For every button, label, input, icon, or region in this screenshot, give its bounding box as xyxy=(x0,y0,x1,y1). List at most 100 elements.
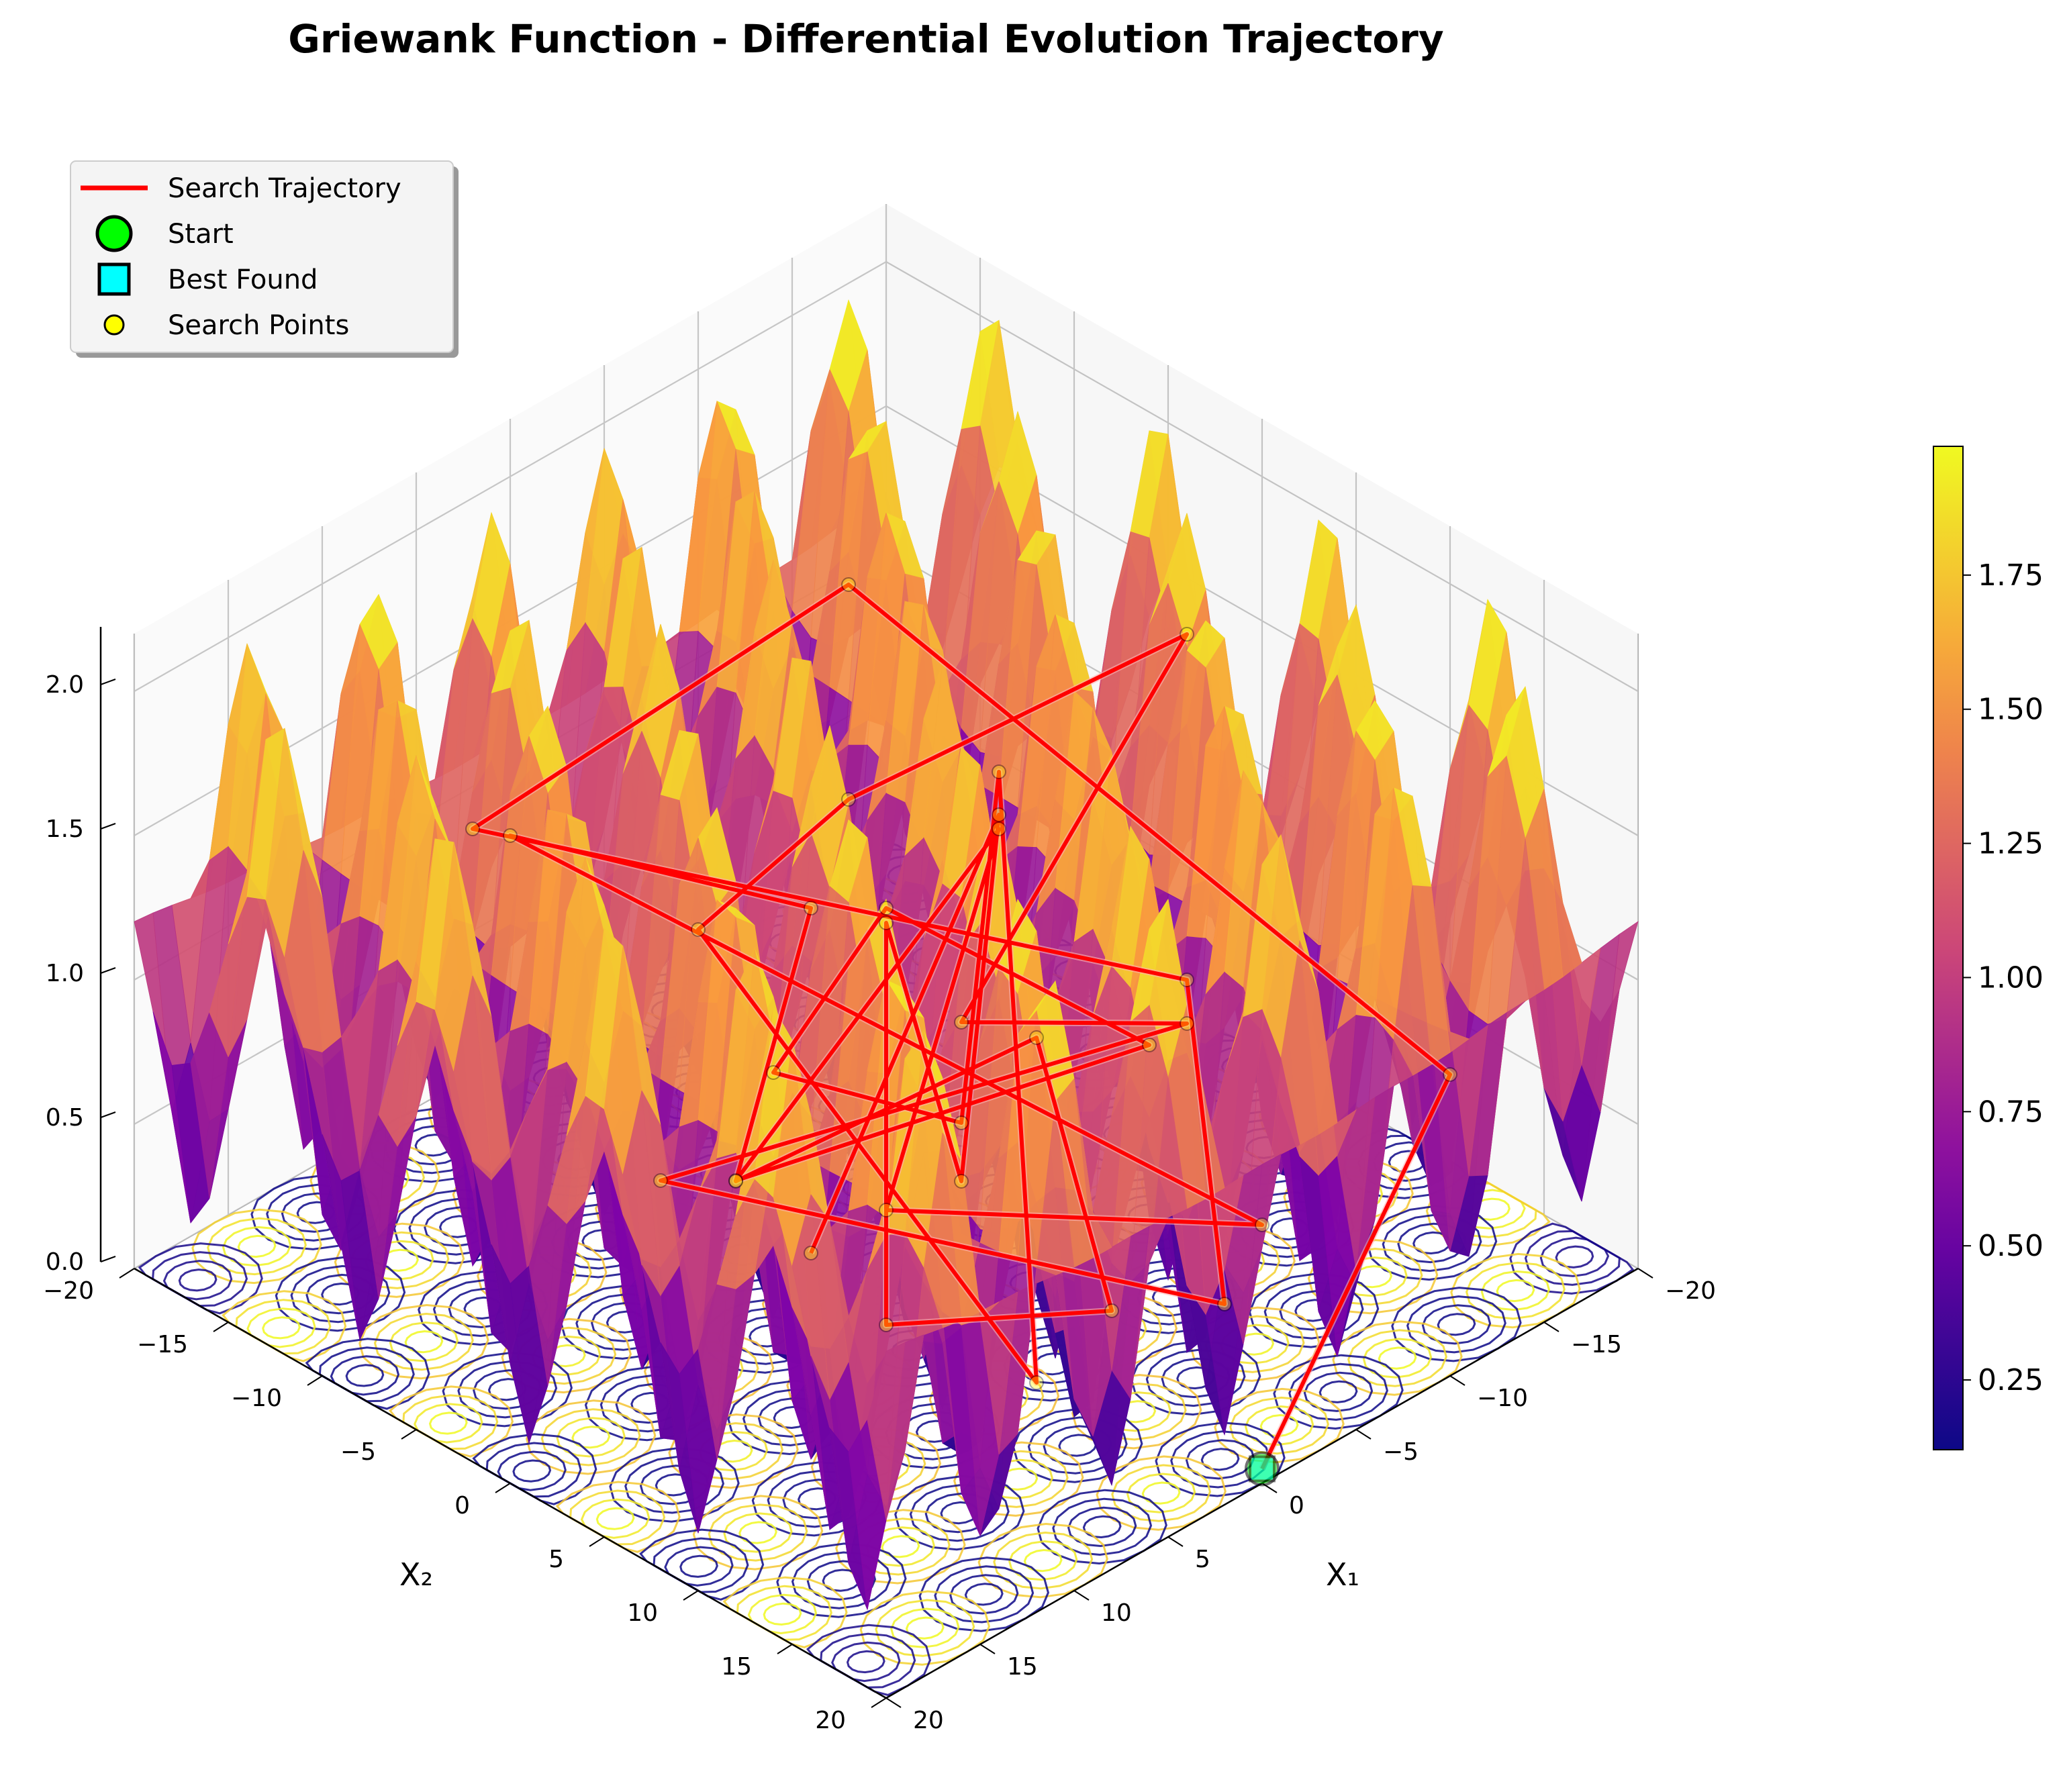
search-point xyxy=(691,922,706,937)
contour-ring xyxy=(389,1321,459,1362)
contour-ring xyxy=(569,1489,666,1546)
contour-ring xyxy=(918,1556,1049,1632)
contour-ring xyxy=(1406,1295,1506,1354)
x-tick-label: 10 xyxy=(1101,1599,1132,1627)
y-tick-label: 15 xyxy=(721,1653,752,1681)
contour-ring xyxy=(404,1330,444,1354)
search-point xyxy=(1029,1030,1044,1045)
y-tick-mark xyxy=(589,1536,605,1547)
y-tick-mark xyxy=(213,1322,229,1332)
contour-ring xyxy=(894,1475,1025,1551)
contour-ring xyxy=(639,1528,765,1601)
contour-ring xyxy=(1023,1548,1063,1573)
contour-ring xyxy=(846,1650,885,1674)
search-point xyxy=(1443,1067,1457,1082)
x-tick-mark xyxy=(1355,1429,1372,1440)
z-tick-mark xyxy=(100,679,116,685)
x-tick-mark xyxy=(1543,1322,1559,1332)
search-point xyxy=(841,792,856,807)
contour-ring xyxy=(222,1290,347,1362)
contour-ring xyxy=(820,1632,916,1689)
contour-ring xyxy=(1037,1489,1167,1565)
search-point xyxy=(1029,1375,1044,1390)
contour-ring xyxy=(905,1616,945,1640)
x-tick-label: 0 xyxy=(1289,1492,1304,1520)
legend-label: Search Trajectory xyxy=(168,173,401,204)
contour-ring xyxy=(1155,1422,1286,1497)
search-point xyxy=(1104,1303,1119,1318)
contour-ring xyxy=(953,1441,1084,1517)
contour-ring xyxy=(1480,1270,1551,1311)
chart-title: Griewank Function - Differential Evoluti… xyxy=(288,16,1443,62)
contour-ring xyxy=(1318,1380,1358,1403)
contour-ring xyxy=(138,1242,263,1315)
z-tick-label: 1.0 xyxy=(46,960,84,987)
ylabel: X₂ xyxy=(399,1556,433,1593)
y-tick-label: 5 xyxy=(548,1546,564,1573)
x-tick-mark xyxy=(1637,1268,1653,1279)
start-marker xyxy=(1245,1451,1280,1487)
contour-ring xyxy=(1058,1434,1098,1457)
search-point xyxy=(879,901,894,915)
colorbar-tick-label: 1.25 xyxy=(1978,827,2044,861)
contour-ring xyxy=(472,1433,597,1505)
contour-ring xyxy=(497,1450,567,1491)
contour-ring xyxy=(1126,1473,1196,1513)
legend: Search Trajectory Start Best Found Search P… xyxy=(70,160,459,358)
contour-ring xyxy=(664,1546,734,1587)
search-point xyxy=(879,1317,894,1332)
contour-ring xyxy=(859,1590,990,1666)
x-tick-label: 15 xyxy=(1007,1653,1038,1681)
x-tick-mark xyxy=(885,1697,902,1708)
contour-ring xyxy=(890,1607,960,1648)
colorbar-tick-label: 0.25 xyxy=(1978,1363,2044,1397)
contour-ring xyxy=(1555,1245,1594,1268)
contour-ring xyxy=(1052,1497,1153,1556)
y-tick-mark xyxy=(777,1644,793,1654)
z-tick-mark xyxy=(100,823,116,830)
legend-circle-swatch xyxy=(95,215,133,252)
contour-ring xyxy=(262,1316,301,1340)
contour-ring xyxy=(722,1576,848,1648)
contour-ring xyxy=(723,1512,793,1553)
grid-line xyxy=(134,260,1639,692)
contour-ring xyxy=(1229,1396,1329,1455)
z-tick-label: 0.5 xyxy=(46,1104,84,1132)
colorbar-tick-label: 1.50 xyxy=(1978,693,2044,727)
contour-ring xyxy=(556,1417,626,1458)
contour-ring xyxy=(580,1498,651,1539)
contour-ring xyxy=(1248,1273,1380,1348)
search-point xyxy=(954,1115,969,1130)
search-point xyxy=(992,807,1006,822)
y-tick-mark xyxy=(871,1697,887,1708)
contour-ring xyxy=(318,1346,415,1403)
contour-ring xyxy=(1259,1413,1299,1438)
contour-ring xyxy=(237,1234,277,1258)
z-tick-mark xyxy=(100,1256,116,1262)
x-tick-label: 20 xyxy=(913,1707,944,1734)
contour-ring xyxy=(1496,1279,1535,1303)
search-point xyxy=(954,1174,969,1189)
contour-ring xyxy=(305,1338,430,1410)
contour-ring xyxy=(222,1226,292,1267)
search-point xyxy=(503,828,518,843)
contour-ring xyxy=(178,1268,218,1292)
search-point xyxy=(804,1246,818,1260)
x-tick-label: 5 xyxy=(1195,1546,1210,1573)
contour-ring xyxy=(1391,1287,1522,1362)
contour-ring xyxy=(389,1385,514,1458)
contour-ring xyxy=(1437,1313,1476,1336)
contour-ring xyxy=(1288,1362,1388,1421)
contour-ring xyxy=(875,1599,975,1657)
contour-ring xyxy=(345,1364,385,1387)
search-point xyxy=(879,1203,894,1217)
contour-ring xyxy=(736,1585,832,1641)
search-point xyxy=(465,822,480,836)
z-tick-label: 2.0 xyxy=(46,671,84,699)
x-tick-mark xyxy=(1167,1536,1184,1547)
x-tick-mark xyxy=(1073,1590,1090,1601)
search-point xyxy=(653,1173,668,1188)
contour-ring xyxy=(776,1542,907,1618)
contour-ring xyxy=(1130,1340,1261,1416)
